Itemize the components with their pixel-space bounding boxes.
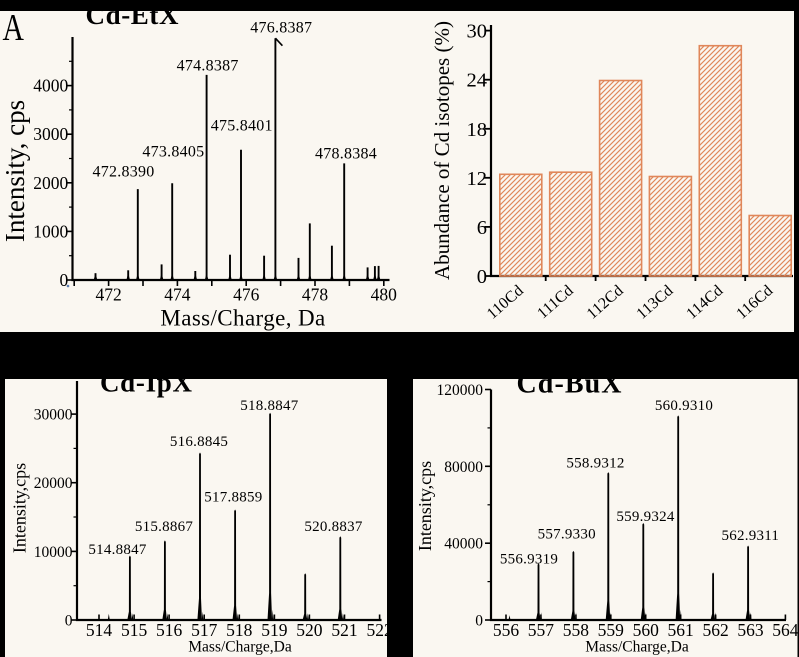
- svg-text:Mass/Charge, Da: Mass/Charge, Da: [160, 306, 325, 331]
- svg-text:0: 0: [65, 613, 73, 630]
- svg-text:563: 563: [737, 620, 764, 640]
- svg-text:Mass/Charge,Da: Mass/Charge,Da: [188, 639, 292, 656]
- svg-text:520.8837: 520.8837: [304, 519, 363, 535]
- svg-text:516.8845: 516.8845: [170, 434, 228, 450]
- svg-text:560.9310: 560.9310: [655, 398, 713, 414]
- svg-text:473.8405: 473.8405: [142, 144, 204, 161]
- svg-text:517.8859: 517.8859: [204, 490, 262, 506]
- svg-text:472: 472: [95, 285, 121, 305]
- svg-text:0: 0: [475, 613, 483, 630]
- svg-text:Intensity,cps: Intensity,cps: [415, 461, 435, 551]
- svg-text:18: 18: [467, 119, 488, 141]
- svg-text:562.9311: 562.9311: [721, 528, 779, 544]
- svg-text:478: 478: [302, 285, 329, 305]
- svg-text:559.9324: 559.9324: [616, 509, 675, 525]
- svg-text:522: 522: [366, 620, 392, 640]
- svg-text:0: 0: [477, 266, 487, 288]
- svg-text:559: 559: [598, 620, 625, 640]
- svg-text:6: 6: [477, 217, 487, 239]
- svg-text:3000: 3000: [33, 124, 68, 144]
- svg-text:Intensity,cps: Intensity,cps: [10, 463, 30, 553]
- svg-text:556.9319: 556.9319: [500, 552, 558, 568]
- svg-text:564: 564: [772, 620, 799, 640]
- svg-text:A: A: [3, 8, 25, 49]
- svg-text:Mass/Charge,Da: Mass/Charge,Da: [585, 639, 689, 656]
- svg-text:30: 30: [467, 21, 488, 43]
- svg-text:Cd-BuX: Cd-BuX: [517, 369, 622, 400]
- svg-text:514.8847: 514.8847: [88, 542, 147, 558]
- svg-text:Cd-IpX: Cd-IpX: [100, 368, 193, 398]
- svg-text:80000: 80000: [444, 459, 483, 476]
- svg-text:24: 24: [467, 70, 488, 92]
- svg-text:520: 520: [296, 620, 323, 640]
- svg-text:519: 519: [261, 620, 288, 640]
- svg-text:2000: 2000: [33, 173, 68, 193]
- svg-text:Abundance of Cd isotopes (%): Abundance of Cd isotopes (%): [430, 21, 454, 280]
- svg-text:40000: 40000: [444, 536, 483, 553]
- svg-text:558.9312: 558.9312: [566, 455, 624, 471]
- svg-text:557.9330: 557.9330: [538, 527, 596, 543]
- svg-text:475.8401: 475.8401: [211, 118, 273, 135]
- svg-text:558: 558: [563, 620, 590, 640]
- svg-text:478.8384: 478.8384: [315, 146, 377, 163]
- svg-text:480: 480: [371, 285, 398, 305]
- svg-text:515: 515: [121, 620, 148, 640]
- svg-text:12: 12: [467, 168, 488, 190]
- svg-text:556: 556: [493, 620, 520, 640]
- svg-text:516: 516: [156, 620, 183, 640]
- svg-text:10000: 10000: [34, 544, 73, 561]
- svg-text:0: 0: [60, 270, 69, 290]
- svg-text:557: 557: [528, 620, 555, 640]
- svg-text:560: 560: [633, 620, 660, 640]
- svg-text:120000: 120000: [437, 382, 484, 399]
- svg-text:476.8387: 476.8387: [250, 20, 312, 37]
- svg-text:Cd-EtX: Cd-EtX: [86, 0, 180, 30]
- svg-text:518.8847: 518.8847: [240, 398, 299, 414]
- svg-text:517: 517: [191, 620, 218, 640]
- svg-text:30000: 30000: [34, 407, 73, 424]
- svg-text:561: 561: [667, 620, 693, 640]
- svg-text:515.8867: 515.8867: [135, 519, 194, 535]
- svg-text:472.8390: 472.8390: [93, 164, 155, 181]
- svg-text:4000: 4000: [33, 76, 68, 96]
- svg-text:474.8387: 474.8387: [177, 58, 239, 75]
- svg-text:514: 514: [86, 620, 113, 640]
- svg-text:521: 521: [331, 620, 357, 640]
- svg-text:474: 474: [164, 285, 191, 305]
- svg-text:Intensity, cps: Intensity, cps: [0, 100, 30, 242]
- svg-text:518: 518: [226, 620, 253, 640]
- svg-text:20000: 20000: [34, 475, 73, 492]
- svg-text:562: 562: [702, 620, 728, 640]
- svg-text:1000: 1000: [33, 221, 68, 241]
- svg-text:476: 476: [233, 285, 260, 305]
